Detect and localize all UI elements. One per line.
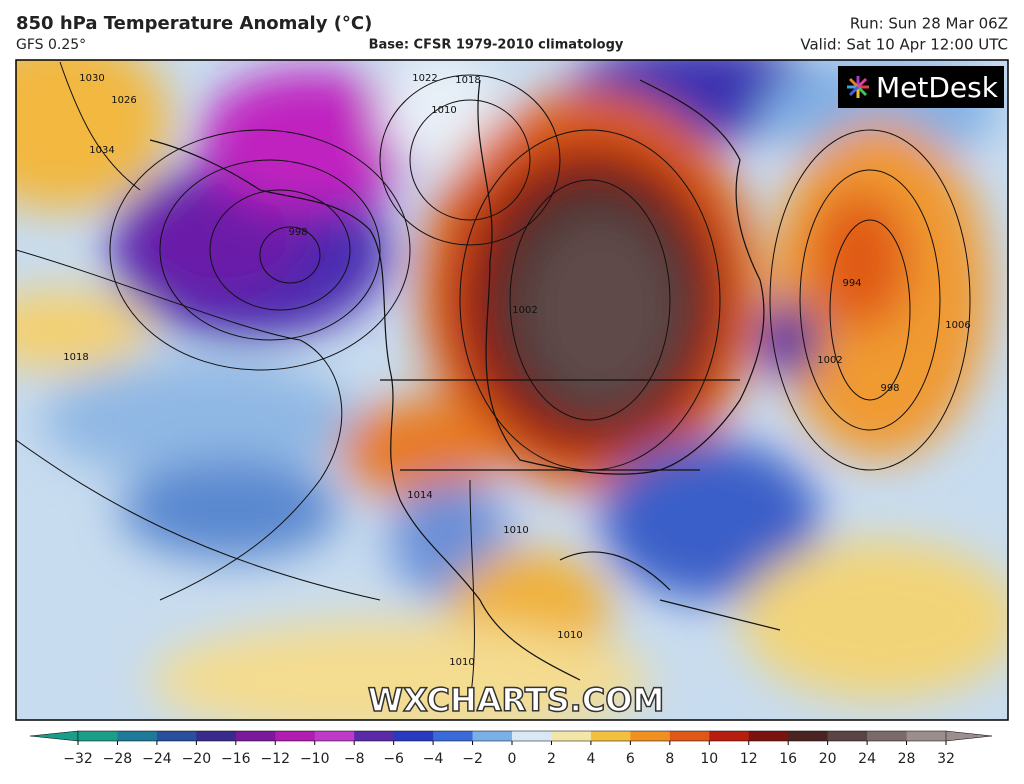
colorbar-segment <box>117 731 158 741</box>
colorbar-tick-label: −8 <box>344 751 365 767</box>
colorbar-segment <box>590 731 631 741</box>
isobar-label: 1010 <box>449 657 474 668</box>
map-frame <box>15 59 1009 721</box>
colorbar-tick-label: −24 <box>142 751 172 767</box>
colorbar-segment <box>78 731 118 741</box>
isobar-label: 1018 <box>63 352 88 363</box>
colorbar-tick-label: −28 <box>103 751 133 767</box>
colorbar-arrow-left <box>29 730 79 742</box>
colorbar-tick-label: 28 <box>898 751 916 767</box>
colorbar-tick-label: 2 <box>547 751 556 767</box>
colorbar-tick-label: −2 <box>462 751 483 767</box>
colorbar-tick-label: −16 <box>221 751 251 767</box>
colorbar-segment <box>235 731 276 741</box>
colorbar-segment <box>512 731 552 741</box>
colorbar-segment <box>393 731 434 741</box>
colorbar-segment <box>196 731 237 741</box>
colorbar-tick-label: −20 <box>182 751 212 767</box>
isobar-label: 998 <box>288 227 307 238</box>
colorbar-segment <box>630 731 671 741</box>
valid: Valid: Sat 10 Apr 12:00 UTC <box>800 36 1008 54</box>
map: 1030 1026 1034 1022 1018 1010 998 1018 994 1006 10… <box>16 60 1008 720</box>
colorbar-segment <box>669 731 710 741</box>
colorbar-arrow-right <box>945 730 993 742</box>
isobar-label: 1030 <box>79 73 104 84</box>
isobar-label: 1026 <box>111 95 136 106</box>
colorbar-tick-label: 0 <box>508 751 517 767</box>
watermark: WXCHARTS.COM <box>368 681 665 719</box>
colorbar-tick-label: 16 <box>779 751 797 767</box>
colorbar-tick-label: 4 <box>586 751 595 767</box>
colorbar-segment <box>433 731 474 741</box>
colorbar-segment <box>275 731 316 741</box>
colorbar-segment <box>827 731 868 741</box>
colorbar-segment <box>156 731 197 741</box>
base: Base: CFSR 1979-2010 climatology <box>369 38 624 53</box>
colorbar-segment <box>788 731 829 741</box>
colorbar-segment <box>906 731 947 741</box>
isobar-label: 994 <box>842 278 861 289</box>
isobar-label: 1014 <box>407 490 432 501</box>
colorbar-tick-label: 20 <box>819 751 837 767</box>
colorbar-tick-label: −4 <box>423 751 444 767</box>
isobar-label: 1006 <box>945 320 970 331</box>
colorbar-tick-label: 32 <box>937 751 955 767</box>
colorbar-segment <box>867 731 908 741</box>
title: 850 hPa Temperature Anomaly (°C) <box>16 13 372 34</box>
isobar-label: 1034 <box>89 145 114 156</box>
isobar-label: 1010 <box>431 105 456 116</box>
colorbar-segment <box>354 731 395 741</box>
isobar-label: 1010 <box>557 630 582 641</box>
colorbar-tick-label: 6 <box>626 751 635 767</box>
isobar-label: 1022 <box>412 73 437 84</box>
isobar-label: 1002 <box>817 355 842 366</box>
colorbar-segment <box>551 731 592 741</box>
logo: MetDesk <box>876 71 999 104</box>
colorbar-tick-label: −12 <box>260 751 290 767</box>
run: Run: Sun 28 Mar 06Z <box>850 15 1008 33</box>
colorbar-tick-label: −32 <box>63 751 93 767</box>
colorbar-segment <box>709 731 750 741</box>
colorbar-segment <box>314 731 355 741</box>
colorbar-tick-label: 8 <box>665 751 674 767</box>
isobar-label: 1002 <box>512 305 537 316</box>
isobar-label: 998 <box>880 383 899 394</box>
colorbar-tick-label: −10 <box>300 751 330 767</box>
colorbar-tick-label: −6 <box>383 751 404 767</box>
colorbar-segment <box>748 731 789 741</box>
colorbar-segment <box>472 731 513 741</box>
isobar-label: 1010 <box>503 525 528 536</box>
colorbar-tick-label: 24 <box>858 751 876 767</box>
isobar-label: 1018 <box>455 75 480 86</box>
colorbar-tick-label: 10 <box>700 751 718 767</box>
colorbar-tick-label: 12 <box>740 751 758 767</box>
model: GFS 0.25° <box>16 37 86 53</box>
